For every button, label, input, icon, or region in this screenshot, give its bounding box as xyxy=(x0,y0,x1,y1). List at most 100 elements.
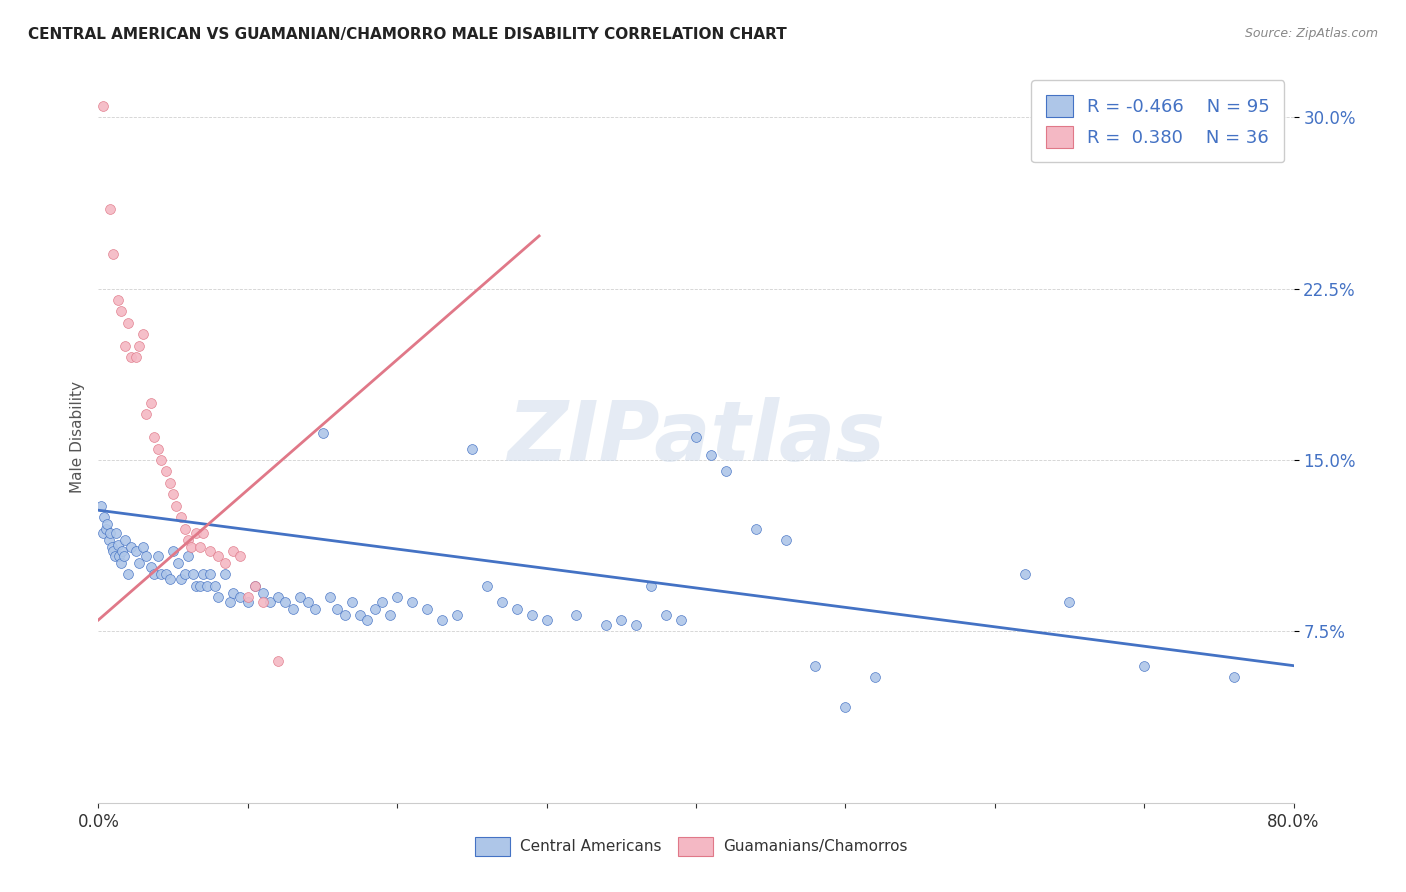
Point xyxy=(222,585,245,599)
Point xyxy=(364,601,387,615)
Point xyxy=(142,567,165,582)
Text: CENTRAL AMERICAN VS GUAMANIAN/CHAMORRO MALE DISABILITY CORRELATION CHART: CENTRAL AMERICAN VS GUAMANIAN/CHAMORRO M… xyxy=(28,27,787,42)
Point xyxy=(165,499,187,513)
Point xyxy=(91,526,114,541)
Point xyxy=(128,556,150,570)
Point xyxy=(104,549,127,563)
Point xyxy=(274,595,297,609)
Point xyxy=(378,608,401,623)
Point xyxy=(685,430,707,444)
Point xyxy=(169,510,191,524)
Point xyxy=(401,595,423,609)
Point xyxy=(191,567,214,582)
Y-axis label: Male Disability: Male Disability xyxy=(69,381,84,493)
Point xyxy=(97,533,120,547)
Text: Source: ZipAtlas.com: Source: ZipAtlas.com xyxy=(1244,27,1378,40)
Point xyxy=(714,464,737,478)
Point xyxy=(595,617,617,632)
Point xyxy=(506,601,529,615)
Point xyxy=(184,579,207,593)
Point xyxy=(229,590,252,604)
Point xyxy=(1014,567,1036,582)
Point xyxy=(520,608,543,623)
Point xyxy=(304,601,326,615)
Point xyxy=(90,499,112,513)
Point xyxy=(101,540,124,554)
Point xyxy=(333,608,356,623)
Point xyxy=(565,608,588,623)
Point xyxy=(267,654,290,668)
Point xyxy=(446,608,468,623)
Point xyxy=(834,699,856,714)
Point xyxy=(132,540,155,554)
Point xyxy=(349,608,371,623)
Point xyxy=(319,590,342,604)
Point xyxy=(281,601,304,615)
Point xyxy=(229,549,252,563)
Point xyxy=(114,338,136,352)
Point xyxy=(430,613,453,627)
Point xyxy=(865,670,887,684)
Point xyxy=(159,475,181,490)
Point xyxy=(162,487,184,501)
Point xyxy=(200,544,222,558)
Point xyxy=(214,556,236,570)
Point xyxy=(174,567,197,582)
Point xyxy=(188,540,211,554)
Point xyxy=(626,617,648,632)
Point xyxy=(326,601,349,615)
Point xyxy=(267,590,290,604)
Point xyxy=(385,590,409,604)
Point xyxy=(94,521,117,535)
Point xyxy=(536,613,558,627)
Point xyxy=(342,595,364,609)
Point xyxy=(204,579,226,593)
Point xyxy=(110,556,132,570)
Point xyxy=(197,579,219,593)
Point xyxy=(252,595,274,609)
Point xyxy=(111,544,134,558)
Point xyxy=(236,590,259,604)
Point xyxy=(135,407,157,421)
Point xyxy=(150,567,173,582)
Point xyxy=(166,556,188,570)
Point xyxy=(669,613,692,627)
Point xyxy=(181,567,204,582)
Point xyxy=(125,544,148,558)
Point xyxy=(491,595,513,609)
Point xyxy=(252,585,274,599)
Point xyxy=(461,442,484,456)
Point xyxy=(103,247,125,261)
Point xyxy=(96,516,118,531)
Point xyxy=(112,549,135,563)
Text: ZIPatlas: ZIPatlas xyxy=(508,397,884,477)
Point xyxy=(120,350,142,364)
Point xyxy=(1059,595,1081,609)
Point xyxy=(139,560,162,574)
Point xyxy=(245,579,267,593)
Point xyxy=(162,544,184,558)
Point xyxy=(416,601,439,615)
Point xyxy=(297,595,319,609)
Point xyxy=(288,590,311,604)
Text: Central Americans: Central Americans xyxy=(520,839,661,854)
Point xyxy=(184,526,207,541)
Point xyxy=(107,293,129,307)
Point xyxy=(222,544,245,558)
Point xyxy=(148,442,170,456)
Point xyxy=(98,526,122,541)
Point xyxy=(804,658,827,673)
Point xyxy=(128,338,150,352)
Point xyxy=(93,510,115,524)
Point xyxy=(207,590,229,604)
Point xyxy=(98,202,122,216)
Point xyxy=(155,567,177,582)
Point xyxy=(169,572,191,586)
Point xyxy=(745,521,768,535)
Point xyxy=(371,595,394,609)
Point xyxy=(135,549,157,563)
Point xyxy=(107,537,129,551)
Point xyxy=(356,613,378,627)
Point xyxy=(105,526,128,541)
Point xyxy=(191,526,214,541)
